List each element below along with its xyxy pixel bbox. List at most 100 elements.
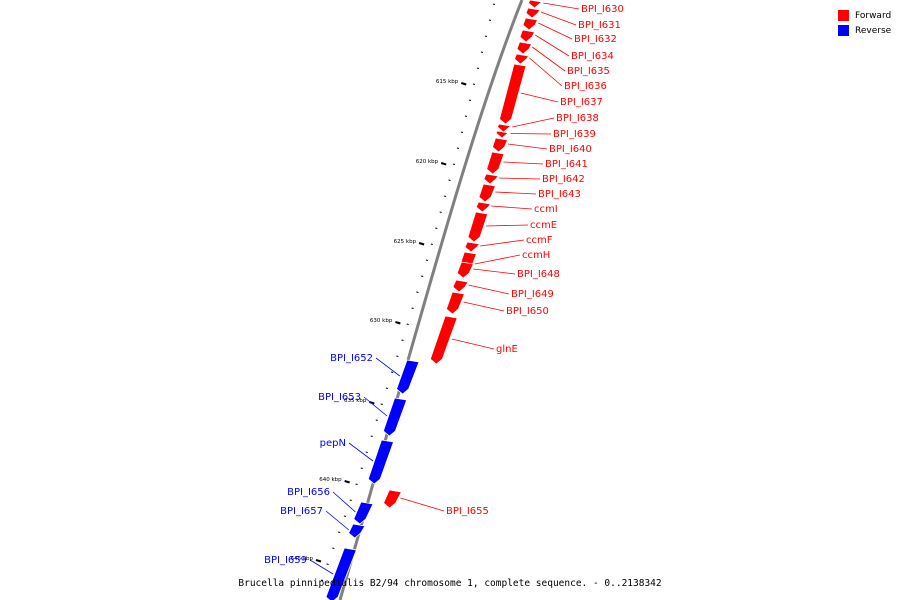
gene-leader-ccmf: [480, 239, 525, 247]
legend-forward-swatch: [838, 10, 849, 21]
minor-tick: [452, 163, 456, 165]
gene-feature-ccmf[interactable]: ccmF: [464, 241, 481, 253]
gene-label-bpi-i652[interactable]: BPI_I652: [330, 353, 373, 364]
gene-label-ccmf[interactable]: ccmF: [526, 235, 553, 246]
gene-label-bpi-i630[interactable]: BPI_I630: [581, 4, 624, 15]
gene-leader-bpi-i632: [538, 22, 573, 40]
legend-reverse-swatch: [838, 25, 849, 36]
gene-leader-bpi-i648: [473, 268, 516, 275]
gene-leader-bpi-i637: [520, 92, 559, 103]
gene-feature-ccme[interactable]: ccmE: [467, 211, 489, 243]
minor-tick: [380, 403, 383, 405]
minor-tick: [355, 483, 358, 485]
gene-feature-bpi-i636[interactable]: BPI_I636: [514, 53, 530, 65]
legend-forward-label: Forward: [855, 10, 892, 21]
gene-label-bpi-i638[interactable]: BPI_I638: [556, 113, 599, 124]
gene-label-bpi-i649[interactable]: BPI_I649: [511, 289, 554, 300]
gene-leader-bpi-i640: [507, 143, 548, 150]
gene-feature-bpi-i649[interactable]: BPI_I649: [452, 279, 469, 293]
gene-leader-bpi-i638: [512, 117, 555, 128]
gene-feature-bpi-i650[interactable]: BPI_I650: [445, 291, 465, 315]
gene-feature-bpi-i639[interactable]: BPI_I639: [495, 130, 510, 139]
major-tick: [440, 162, 447, 166]
gene-leader-bpi-i635: [532, 46, 566, 72]
gene-feature-bpi-i641[interactable]: BPI_I641: [486, 151, 505, 175]
major-tick: [344, 480, 350, 484]
gene-feature-bpi-i648[interactable]: BPI_I648: [456, 261, 474, 279]
gene-label-bpi-i640[interactable]: BPI_I640: [549, 144, 592, 155]
minor-tick: [375, 419, 378, 421]
gene-label-bpi-i641[interactable]: BPI_I641: [545, 159, 588, 170]
minor-tick: [406, 323, 409, 325]
gene-label-ccmi[interactable]: ccmI: [534, 204, 558, 215]
gene-leader-pepn: [348, 442, 374, 462]
minor-tick: [365, 451, 368, 453]
minor-tick: [448, 179, 451, 181]
minor-tick: [370, 435, 373, 437]
gene-leader-bpi-i659: [309, 559, 334, 575]
gene-label-bpi-i632[interactable]: BPI_I632: [574, 34, 617, 45]
gene-label-bpi-i650[interactable]: BPI_I650: [506, 306, 549, 317]
gene-label-bpi-i648[interactable]: BPI_I648: [517, 269, 560, 280]
gene-label-pepn[interactable]: pepN: [320, 438, 346, 449]
major-tick: [418, 242, 425, 246]
gene-feature-pepn[interactable]: pepN: [367, 439, 395, 485]
gene-feature-bpi-i634[interactable]: BPI_I634: [519, 29, 536, 43]
minor-tick: [443, 195, 447, 197]
gene-feature-bpi-i638[interactable]: BPI_I638: [497, 123, 513, 133]
backbone-line: [338, 0, 524, 600]
gene-label-bpi-i631[interactable]: BPI_I631: [578, 20, 621, 31]
gene-label-ccme[interactable]: ccmE: [530, 220, 557, 231]
gene-leader-bpi-i650: [463, 301, 505, 312]
gene-label-bpi-i657[interactable]: BPI_I657: [280, 506, 323, 517]
gene-feature-bpi-i630[interactable]: BPI_I630: [528, 0, 544, 9]
gene-leader-bpi-i630: [543, 2, 580, 10]
gene-feature-bpi-i652[interactable]: BPI_I652: [396, 359, 420, 395]
legend-forward: Forward: [838, 8, 891, 23]
gene-leader-glne: [451, 338, 495, 350]
tick-label: 625 kbp: [394, 239, 417, 245]
gene-label-bpi-i634[interactable]: BPI_I634: [571, 51, 614, 62]
gene-feature-bpi-i632[interactable]: BPI_I632: [522, 17, 539, 31]
gene-label-bpi-i659[interactable]: BPI_I659: [264, 555, 307, 566]
minor-tick: [492, 3, 496, 5]
minor-tick: [476, 67, 480, 69]
gene-leader-bpi-i649: [468, 284, 510, 295]
gene-label-bpi-i636[interactable]: BPI_I636: [564, 81, 607, 92]
gene-feature-glne[interactable]: glnE: [429, 315, 458, 365]
gene-label-bpi-i639[interactable]: BPI_I639: [553, 129, 596, 140]
legend-reverse-label: Reverse: [855, 25, 892, 36]
gene-feature-bpi-i655[interactable]: BPI_I655: [383, 489, 402, 509]
gene-label-bpi-i642[interactable]: BPI_I642: [542, 174, 585, 185]
minor-tick: [332, 547, 335, 549]
minor-tick: [425, 259, 429, 261]
gene-feature-bpi-i643[interactable]: BPI_I643: [478, 183, 496, 203]
gene-label-bpi-i655[interactable]: BPI_I655: [446, 506, 489, 517]
gene-label-bpi-i656[interactable]: BPI_I656: [287, 487, 330, 498]
gene-label-glne[interactable]: glnE: [496, 344, 518, 355]
minor-tick: [338, 531, 341, 533]
gene-leader-bpi-i639: [510, 133, 552, 135]
gene-feature-ccmi[interactable]: ccmI: [475, 201, 492, 213]
minor-tick: [343, 515, 347, 517]
gene-feature-bpi-i653[interactable]: BPI_I653: [382, 397, 408, 437]
minor-tick: [320, 579, 324, 581]
gene-label-bpi-i643[interactable]: BPI_I643: [538, 189, 581, 200]
tick-label: 645 kbp: [291, 556, 314, 562]
gene-feature-bpi-i635[interactable]: BPI_I635: [516, 41, 533, 55]
gene-feature-bpi-i631[interactable]: BPI_I631: [525, 7, 541, 19]
gene-label-bpi-i653[interactable]: BPI_I653: [318, 392, 361, 403]
gene-feature-bpi-i640[interactable]: BPI_I640: [492, 137, 509, 153]
minor-tick: [326, 563, 329, 565]
gene-feature-bpi-i656[interactable]: BPI_I656: [353, 501, 374, 525]
gene-label-bpi-i637[interactable]: BPI_I637: [560, 97, 603, 108]
gene-leader-bpi-i652: [375, 357, 401, 377]
gene-feature-bpi-i637[interactable]: BPI_I637: [499, 63, 527, 125]
gene-feature-bpi-i642[interactable]: BPI_I642: [483, 173, 499, 185]
gene-leader-ccme: [485, 224, 529, 227]
gene-feature-bpi-i657[interactable]: BPI_I657: [348, 523, 366, 539]
gene-label-bpi-i635[interactable]: BPI_I635: [567, 66, 610, 77]
minor-tick: [349, 499, 352, 501]
gene-label-ccmh[interactable]: ccmH: [522, 250, 550, 261]
map-caption: Brucella pinnipedialis B2/94 chromosome …: [238, 578, 662, 589]
